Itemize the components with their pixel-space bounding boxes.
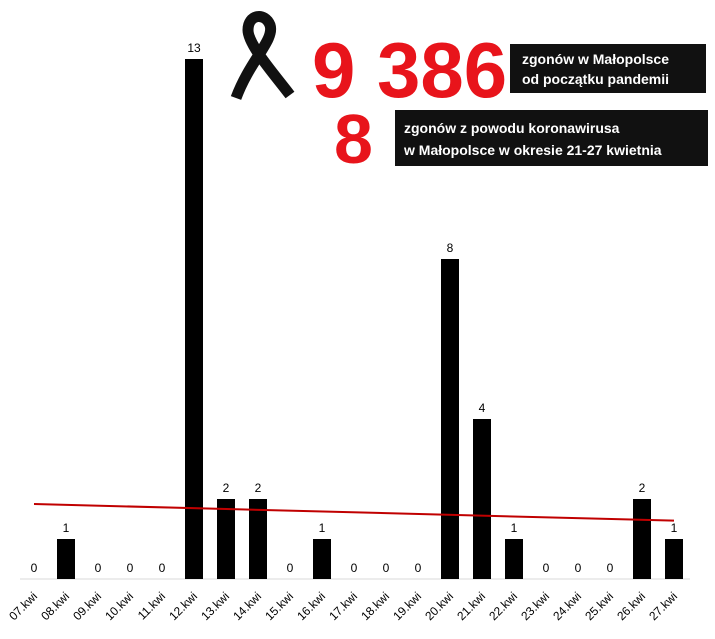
data-label: 13 [187,41,201,55]
week-deaths: 8 [334,100,373,178]
data-label: 1 [671,521,678,535]
x-tick-label: 26.kwi [614,589,648,623]
data-label: 8 [447,241,454,255]
x-tick-label: 27.kwi [646,589,680,623]
total-deaths: 9 386 [312,26,507,114]
x-tick-label: 14.kwi [230,589,264,623]
x-tick-label: 23.kwi [518,589,552,623]
bar [185,59,203,579]
bar [217,499,235,579]
bar [473,419,491,579]
x-tick-label: 25.kwi [582,589,616,623]
data-label: 0 [415,561,422,575]
x-tick-label: 10.kwi [102,589,136,623]
x-tick-label: 09.kwi [70,589,104,623]
caption-box [510,44,706,93]
bar [313,539,331,579]
x-tick-label: 24.kwi [550,589,584,623]
x-tick-label: 11.kwi [135,589,168,622]
x-tick-label: 13.kwi [198,589,232,623]
caption-line: zgonów z powodu koronawirusa [404,120,620,136]
data-label: 0 [607,561,614,575]
x-tick-label: 07.kwi [6,589,40,623]
x-tick-label: 15.kwi [262,589,296,623]
data-label: 0 [31,561,38,575]
data-label: 0 [351,561,358,575]
caption-line: zgonów w Małopolsce [522,51,669,67]
data-label: 0 [287,561,294,575]
x-tick-label: 16.kwi [294,589,328,623]
x-tick-label: 08.kwi [38,589,72,623]
caption-line: w Małopolsce w okresie 21-27 kwietnia [403,142,662,158]
bar [441,259,459,579]
x-tick-label: 18.kwi [358,589,392,623]
bar [633,499,651,579]
caption-line: od początku pandemii [522,71,669,87]
data-label: 1 [319,521,326,535]
bar [665,539,683,579]
mourning-ribbon [230,11,295,100]
data-label: 0 [159,561,166,575]
data-label: 0 [127,561,134,575]
trend-line [33,503,675,522]
x-tick-label: 19.kwi [390,589,424,623]
data-label: 4 [479,401,486,415]
data-label: 0 [383,561,390,575]
data-label: 0 [543,561,550,575]
data-label: 2 [255,481,262,495]
data-label: 1 [63,521,70,535]
x-tick-label: 12.kwi [166,589,200,623]
x-tick-label: 22.kwi [486,589,520,623]
data-label: 2 [639,481,646,495]
bar [249,499,267,579]
caption-box [395,110,708,166]
data-label: 0 [95,561,102,575]
data-label: 0 [575,561,582,575]
bar [57,539,75,579]
data-label: 2 [223,481,230,495]
x-tick-label: 20.kwi [422,589,456,623]
x-tick-label: 21.kwi [454,589,488,623]
x-tick-label: 17.kwi [326,589,360,623]
data-label: 1 [511,521,518,535]
bar [505,539,523,579]
